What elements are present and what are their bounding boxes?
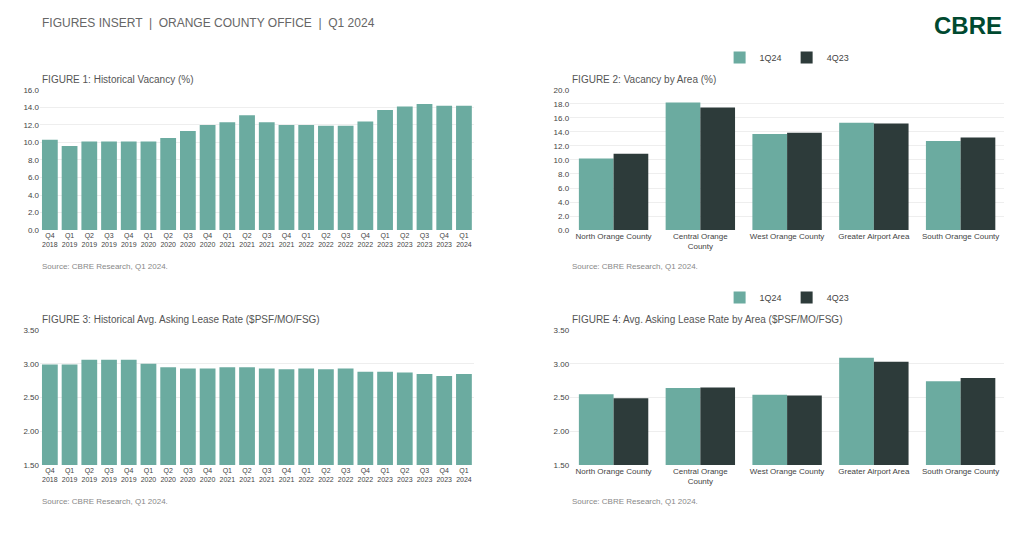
svg-text:Q22022: Q22022	[318, 232, 334, 248]
svg-text:FIGURE 2: Vacancy by Area (%): FIGURE 2: Vacancy by Area (%)	[572, 74, 716, 85]
svg-text:3.50: 3.50	[23, 326, 39, 335]
svg-text:0.0: 0.0	[28, 226, 40, 235]
svg-text:Q12021: Q12021	[220, 467, 236, 483]
svg-text:Q42022: Q42022	[358, 232, 374, 248]
svg-text:Q12021: Q12021	[220, 232, 236, 248]
svg-text:2.50: 2.50	[23, 393, 39, 402]
svg-text:Q32021: Q32021	[259, 467, 275, 483]
svg-text:Q42023: Q42023	[436, 467, 452, 483]
svg-text:Q42018: Q42018	[42, 467, 58, 483]
svg-text:10.0: 10.0	[23, 138, 39, 147]
svg-text:Q12024: Q12024	[456, 467, 472, 483]
svg-text:18.0: 18.0	[554, 100, 570, 109]
svg-text:North Orange County: North Orange County	[576, 232, 652, 241]
svg-text:Q42020: Q42020	[200, 232, 216, 248]
svg-text:Q12019: Q12019	[62, 467, 78, 483]
svg-text:Q42020: Q42020	[200, 467, 216, 483]
svg-text:2.00: 2.00	[23, 427, 39, 436]
svg-text:20.0: 20.0	[554, 86, 570, 95]
svg-text:Greater Airport Area: Greater Airport Area	[838, 467, 910, 476]
svg-text:Q22019: Q22019	[82, 467, 98, 483]
svg-text:6.0: 6.0	[558, 184, 570, 193]
svg-text:8.0: 8.0	[28, 156, 40, 165]
svg-text:West Orange County: West Orange County	[750, 232, 825, 241]
svg-text:Q12022: Q12022	[298, 467, 314, 483]
svg-text:Q42021: Q42021	[279, 232, 295, 248]
svg-text:14.0: 14.0	[23, 103, 39, 112]
svg-text:16.0: 16.0	[23, 86, 39, 95]
svg-text:Q32023: Q32023	[417, 232, 433, 248]
svg-text:2.00: 2.00	[554, 427, 570, 436]
svg-text:Source: CBRE Research, Q1 2024: Source: CBRE Research, Q1 2024.	[572, 497, 698, 506]
svg-text:Q32019: Q32019	[101, 232, 117, 248]
svg-text:Q42019: Q42019	[121, 467, 137, 483]
svg-text:Q22021: Q22021	[239, 232, 255, 248]
svg-text:FIGURE 1: Historical Vacancy (: FIGURE 1: Historical Vacancy (%)	[42, 74, 194, 85]
svg-text:3.50: 3.50	[554, 326, 570, 335]
svg-text:8.0: 8.0	[558, 170, 570, 179]
svg-text:14.0: 14.0	[554, 128, 570, 137]
svg-text:Q32020: Q32020	[180, 467, 196, 483]
svg-text:Q32023: Q32023	[417, 467, 433, 483]
svg-text:4Q23: 4Q23	[827, 53, 849, 63]
svg-text:2.0: 2.0	[558, 212, 570, 221]
svg-text:Source: CBRE Research, Q1 2024: Source: CBRE Research, Q1 2024.	[572, 262, 698, 271]
svg-text:Q22022: Q22022	[318, 467, 334, 483]
svg-text:Q42023: Q42023	[436, 232, 452, 248]
svg-text:Q32022: Q32022	[338, 467, 354, 483]
svg-text:FIGURES INSERT | ORANGE COUN: FIGURES INSERT | ORANGE COUNTY OFFICE | …	[42, 16, 375, 30]
svg-text:1.50: 1.50	[23, 461, 39, 470]
svg-text:Q12023: Q12023	[377, 467, 393, 483]
svg-text:1Q24: 1Q24	[760, 293, 782, 303]
svg-text:South Orange County: South Orange County	[922, 232, 999, 241]
svg-text:Q32022: Q32022	[338, 232, 354, 248]
svg-text:12.0: 12.0	[23, 121, 39, 130]
svg-text:Q22023: Q22023	[397, 467, 413, 483]
svg-text:4.0: 4.0	[558, 198, 570, 207]
svg-text:12.0: 12.0	[554, 142, 570, 151]
svg-text:FIGURE 4: Avg. Asking Lease Ra: FIGURE 4: Avg. Asking Lease Rate by Area…	[572, 314, 842, 325]
svg-text:1Q24: 1Q24	[760, 53, 782, 63]
svg-text:Central OrangeCounty: Central OrangeCounty	[673, 232, 728, 251]
svg-text:Q22020: Q22020	[160, 232, 176, 248]
svg-text:Q12020: Q12020	[141, 467, 157, 483]
svg-text:Q22019: Q22019	[82, 232, 98, 248]
svg-text:2.50: 2.50	[554, 393, 570, 402]
svg-text:FIGURE 3: Historical Avg. Aski: FIGURE 3: Historical Avg. Asking Lease R…	[42, 314, 320, 325]
svg-text:Greater Airport Area: Greater Airport Area	[838, 232, 910, 241]
svg-text:4.0: 4.0	[28, 191, 40, 200]
svg-text:Q12019: Q12019	[62, 232, 78, 248]
svg-text:Q12023: Q12023	[377, 232, 393, 248]
svg-text:Q12020: Q12020	[141, 232, 157, 248]
svg-text:Q12024: Q12024	[456, 232, 472, 248]
svg-text:Central OrangeCounty: Central OrangeCounty	[673, 467, 728, 486]
svg-text:4Q23: 4Q23	[827, 293, 849, 303]
svg-text:CBRE: CBRE	[934, 12, 1002, 39]
svg-text:6.0: 6.0	[28, 173, 40, 182]
svg-text:South Orange County: South Orange County	[922, 467, 999, 476]
svg-text:3.00: 3.00	[23, 360, 39, 369]
svg-text:2.0: 2.0	[28, 208, 40, 217]
svg-text:Q32021: Q32021	[259, 232, 275, 248]
svg-text:Q12022: Q12022	[298, 232, 314, 248]
svg-text:0.0: 0.0	[558, 226, 570, 235]
svg-text:Q42019: Q42019	[121, 232, 137, 248]
svg-text:3.00: 3.00	[554, 360, 570, 369]
svg-text:Q42021: Q42021	[279, 467, 295, 483]
svg-text:Q22021: Q22021	[239, 467, 255, 483]
svg-text:Q22020: Q22020	[160, 467, 176, 483]
svg-text:Q42018: Q42018	[42, 232, 58, 248]
svg-text:Source: CBRE Research, Q1 2024: Source: CBRE Research, Q1 2024.	[42, 262, 168, 271]
svg-text:1.50: 1.50	[554, 461, 570, 470]
svg-text:Source: CBRE Research, Q1 2024: Source: CBRE Research, Q1 2024.	[42, 497, 168, 506]
svg-text:West Orange County: West Orange County	[750, 467, 825, 476]
svg-text:North Orange County: North Orange County	[576, 467, 652, 476]
svg-text:Q32019: Q32019	[101, 467, 117, 483]
svg-text:16.0: 16.0	[554, 114, 570, 123]
svg-text:Q22023: Q22023	[397, 232, 413, 248]
svg-text:Q32020: Q32020	[180, 232, 196, 248]
svg-text:10.0: 10.0	[554, 156, 570, 165]
svg-text:Q42022: Q42022	[358, 467, 374, 483]
